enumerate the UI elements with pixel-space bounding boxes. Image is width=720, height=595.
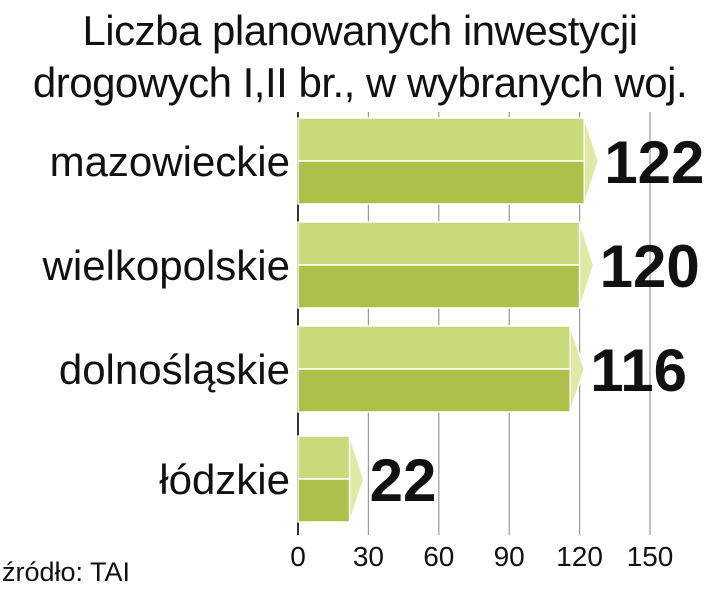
bar-1 bbox=[297, 221, 595, 309]
bar-tip bbox=[569, 325, 585, 413]
bar-2 bbox=[297, 325, 585, 413]
x-tick-label: 0 bbox=[290, 541, 306, 572]
x-tick-label: 30 bbox=[353, 541, 384, 572]
bar-bottom-face bbox=[297, 478, 351, 523]
bar-top-face bbox=[297, 435, 351, 480]
x-tick-label: 90 bbox=[494, 541, 525, 572]
chart-title-line-2: drogowych I,II br., w wybranych woj. bbox=[32, 59, 688, 106]
bar-top-face bbox=[297, 325, 571, 370]
chart-title-line-1: Liczba planowanych inwestycji bbox=[82, 7, 638, 54]
bar-tip bbox=[578, 221, 595, 309]
category-label: mazowieckie bbox=[50, 138, 290, 185]
x-tick-label: 120 bbox=[556, 541, 603, 572]
category-label: łódzkie bbox=[159, 456, 290, 503]
bar-tip bbox=[348, 435, 365, 523]
bar-tip bbox=[583, 117, 600, 205]
value-label: 120 bbox=[600, 233, 700, 300]
source-note: źródło: TAI bbox=[2, 557, 131, 587]
category-label: wielkopolskie bbox=[42, 242, 290, 289]
bar-0 bbox=[297, 117, 600, 205]
value-label: 22 bbox=[370, 447, 437, 514]
category-label: dolnośląskie bbox=[59, 346, 290, 393]
value-label: 116 bbox=[590, 337, 687, 404]
x-tick-label: 60 bbox=[423, 541, 454, 572]
bar-top-face bbox=[297, 117, 586, 162]
bar-3 bbox=[297, 435, 365, 523]
x-tick-label: 150 bbox=[627, 541, 674, 572]
value-label: 122 bbox=[604, 129, 704, 196]
bar-bottom-face bbox=[297, 368, 571, 413]
bar-bottom-face bbox=[297, 264, 581, 309]
bar-top-face bbox=[297, 221, 581, 266]
bar-bottom-face bbox=[297, 160, 586, 205]
